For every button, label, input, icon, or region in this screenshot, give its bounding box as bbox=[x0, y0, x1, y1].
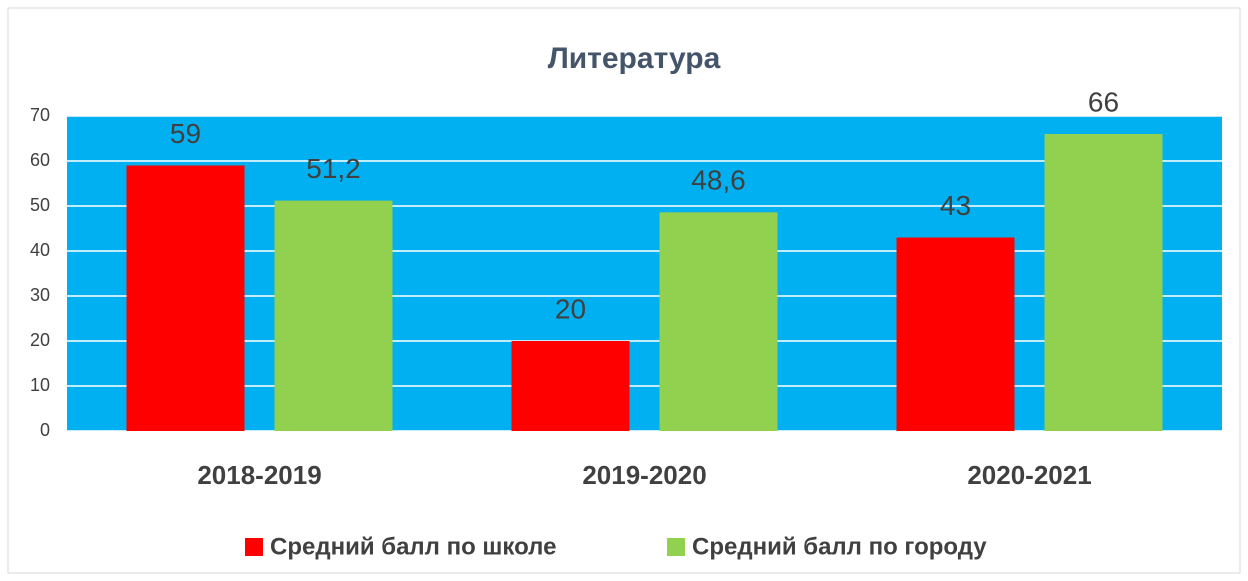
bar bbox=[126, 165, 245, 431]
y-tick-label: 20 bbox=[30, 330, 50, 350]
y-tick-label: 50 bbox=[30, 195, 50, 215]
y-tick-label: 60 bbox=[30, 150, 50, 170]
value-label: 48,6 bbox=[691, 165, 746, 196]
y-tick-label: 30 bbox=[30, 285, 50, 305]
value-label: 66 bbox=[1088, 86, 1119, 117]
bar bbox=[896, 237, 1015, 431]
bar bbox=[511, 341, 630, 431]
x-tick-label: 2019-2020 bbox=[582, 460, 706, 490]
y-tick-label: 10 bbox=[30, 375, 50, 395]
legend-label: Средний балл по городу bbox=[692, 533, 987, 560]
legend-label: Средний балл по школе bbox=[270, 533, 556, 560]
value-label: 43 bbox=[940, 190, 971, 221]
x-tick-label: 2020-2021 bbox=[967, 460, 1091, 490]
chart-title: Литература bbox=[548, 42, 721, 75]
y-tick-label: 0 bbox=[40, 420, 50, 440]
value-label: 59 bbox=[170, 118, 201, 149]
plot-area bbox=[67, 116, 1222, 431]
bar bbox=[1044, 134, 1163, 431]
value-label: 51,2 bbox=[306, 153, 361, 184]
bar bbox=[659, 212, 778, 431]
value-label: 20 bbox=[555, 293, 586, 324]
legend-swatch bbox=[245, 538, 263, 556]
y-tick-label: 40 bbox=[30, 240, 50, 260]
y-tick-label: 70 bbox=[30, 105, 50, 125]
x-tick-label: 2018-2019 bbox=[197, 460, 321, 490]
bar bbox=[274, 200, 393, 431]
legend-swatch bbox=[667, 538, 685, 556]
